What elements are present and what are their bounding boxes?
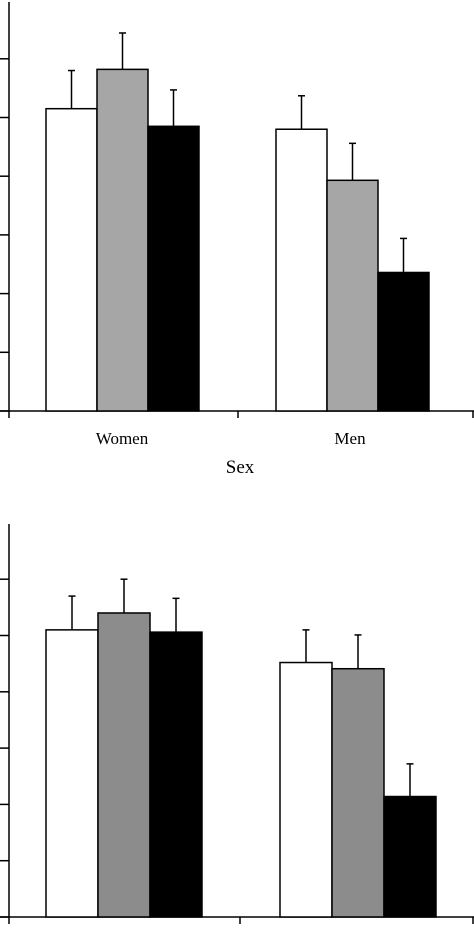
bar — [331, 667, 385, 918]
bar — [97, 612, 151, 918]
bar — [326, 179, 379, 412]
chart-panel-bottom — [0, 524, 474, 924]
chart-panel-top: Women Men Sex — [0, 2, 474, 478]
bar — [45, 629, 99, 918]
x-axis-label: Sex — [226, 457, 255, 478]
bar — [279, 661, 333, 918]
bar — [383, 795, 437, 918]
bar — [149, 631, 203, 918]
bar — [147, 125, 200, 412]
bar — [275, 128, 328, 412]
bar — [96, 68, 149, 412]
x-tick-label-women: Women — [96, 429, 149, 448]
bar — [45, 107, 98, 412]
x-tick-label-men: Men — [334, 429, 366, 448]
bar — [377, 271, 430, 412]
